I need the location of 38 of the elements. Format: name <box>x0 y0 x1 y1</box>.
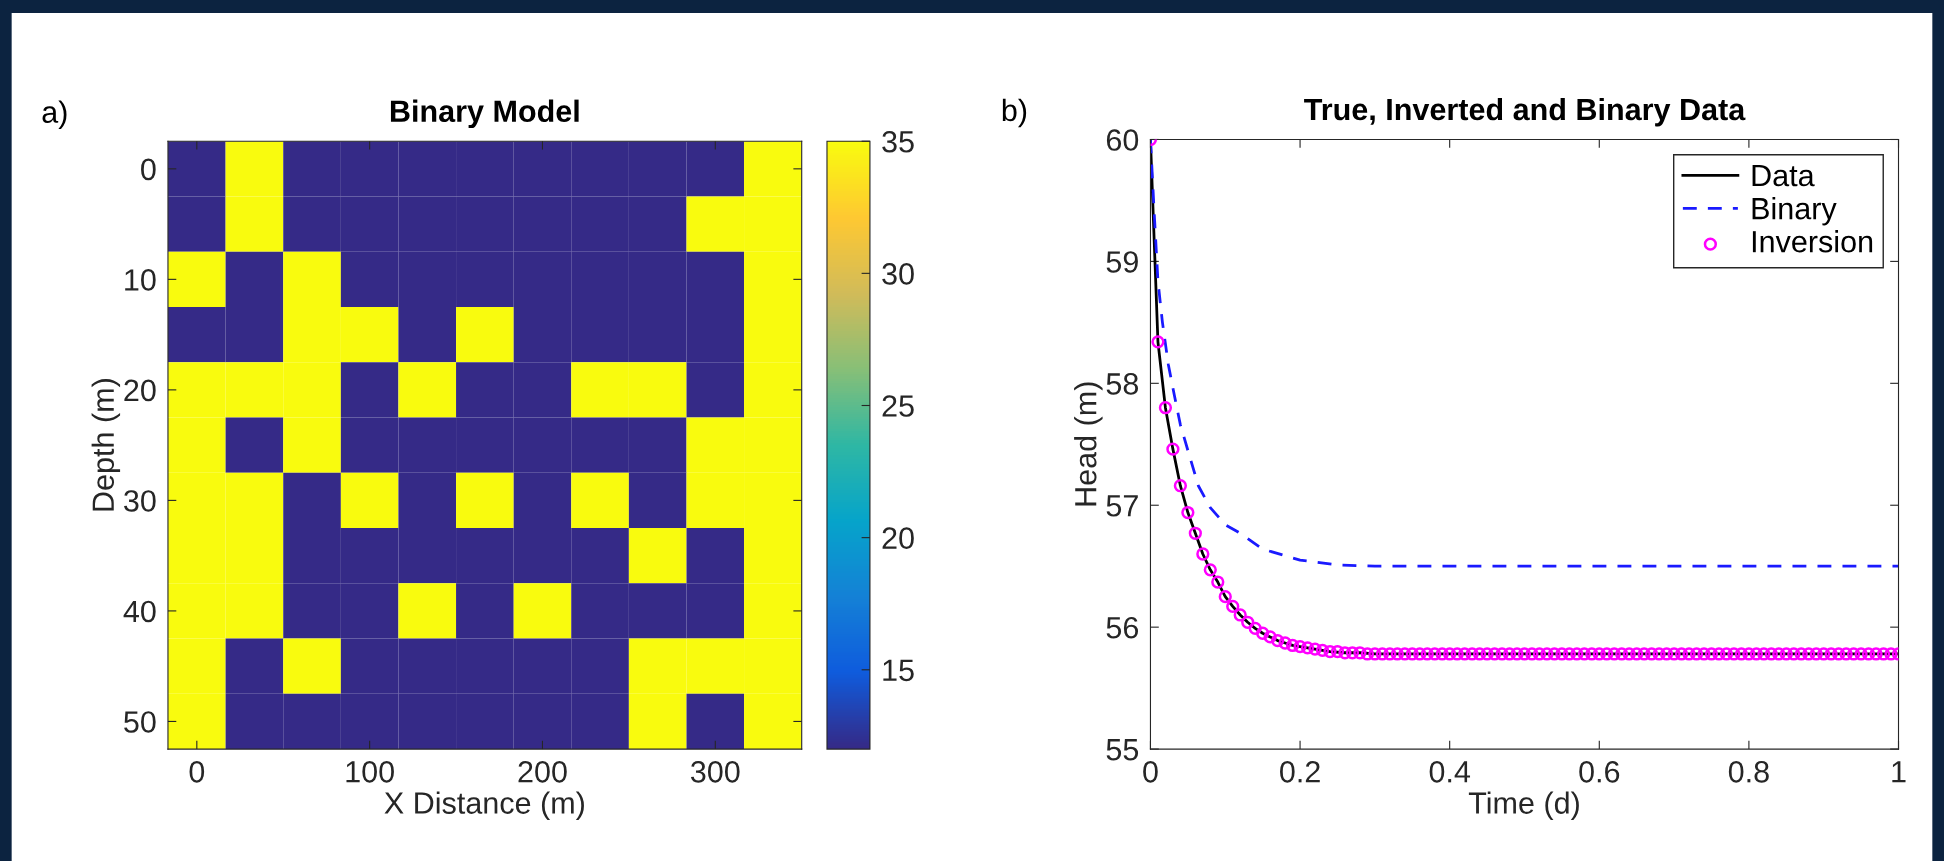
y-tick-label: 57 <box>1106 495 1138 517</box>
y-axis-title: Head (m) <box>1074 382 1103 506</box>
y-tick-label: 60 <box>1106 129 1139 151</box>
x-tick-label: 1 <box>1892 761 1906 783</box>
color-bar-label: 30 <box>882 263 914 285</box>
legend-label: Inversion <box>1752 230 1873 253</box>
x-tick-label: 0.4 <box>1429 760 1471 783</box>
x-axis-title: X Distance (m) <box>384 791 584 820</box>
text: a) <box>42 100 67 130</box>
color-bar-label: 15 <box>883 659 914 682</box>
x-tick-label: 0.6 <box>1579 760 1620 783</box>
y-tick-label: 20 <box>124 379 156 402</box>
color-bar-label: 20 <box>882 527 914 550</box>
chart-title: Binary Model <box>390 99 579 129</box>
x-axis-title: Time (d) <box>1468 791 1579 820</box>
y-tick-label: 55 <box>1106 739 1139 761</box>
y-tick-label: 56 <box>1106 616 1139 639</box>
x-tick-label: 0.8 <box>1728 760 1769 783</box>
y-tick-label: 50 <box>124 711 156 733</box>
x-tick-label: 100 <box>346 760 394 783</box>
x-tick-label: 300 <box>690 760 740 783</box>
legend-label: Data <box>1752 165 1815 187</box>
x-tick-label: 0 <box>1143 760 1158 783</box>
color-bar-label: 25 <box>882 395 914 417</box>
y-axis-title: Depth (m) <box>91 379 121 511</box>
x-tick-label: 0.2 <box>1280 760 1320 783</box>
color-bar-label: 35 <box>882 130 914 153</box>
y-tick-label: 40 <box>123 600 156 623</box>
x-tick-label: 200 <box>518 760 567 783</box>
x-tick-label: 0 <box>189 760 205 783</box>
y-tick-label: 58 <box>1106 373 1139 395</box>
y-tick-label: 0 <box>141 158 156 181</box>
legend-label: Binary <box>1752 196 1837 226</box>
chart-title: True, Inverted and Binary Data <box>1304 97 1746 127</box>
y-tick-label: 10 <box>125 269 156 291</box>
y-tick-label: 30 <box>124 490 156 512</box>
y-tick-label: 59 <box>1106 251 1138 273</box>
text: b) <box>1002 98 1027 128</box>
